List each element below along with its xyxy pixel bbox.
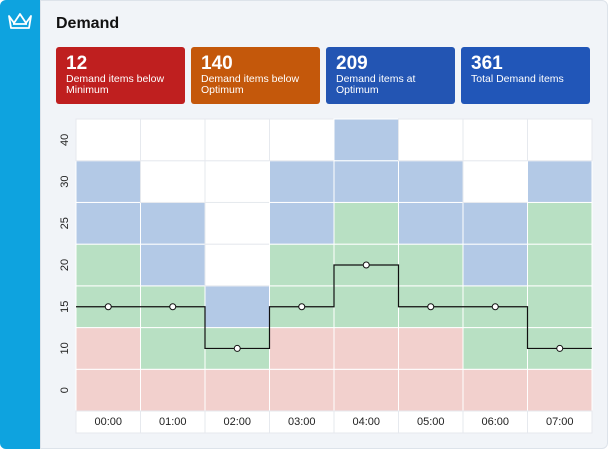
point	[427, 303, 435, 311]
zone-cell	[75, 243, 141, 287]
zone-cell	[398, 201, 464, 245]
logo[interactable]	[0, 0, 40, 40]
zone-cell	[75, 327, 141, 370]
zone-cell	[333, 368, 399, 412]
card-label: Demand items at Optimum	[336, 73, 416, 96]
zone-cell	[333, 201, 399, 245]
zone-cell	[269, 243, 335, 287]
x-tick-label: 04:00	[352, 416, 380, 428]
zone-cell	[140, 327, 206, 370]
x-label-cell	[527, 410, 593, 434]
point	[104, 303, 112, 311]
summary-card[interactable]: 209 Demand items at Optimum	[326, 47, 455, 104]
zone-cell	[398, 368, 464, 412]
point	[298, 303, 306, 311]
x-tick-label: 05:00	[417, 416, 445, 428]
zone-cell	[527, 201, 593, 245]
y-tick-label: 40	[59, 134, 71, 146]
card-value: 209	[336, 53, 368, 74]
zone-cell	[140, 118, 206, 162]
x-tick-label: 02:00	[223, 416, 251, 428]
point	[556, 344, 564, 352]
zone-cell	[75, 368, 141, 412]
y-tick-label: 15	[59, 301, 71, 313]
zone-cell	[333, 118, 399, 162]
zone-cell	[398, 160, 464, 203]
zone-cell	[527, 118, 593, 162]
zone-cell	[462, 160, 528, 203]
summary-card[interactable]: 12 Demand items below Minimum	[56, 47, 185, 104]
zone-cell	[269, 201, 335, 245]
zone-cell	[333, 285, 399, 329]
zone-cell	[398, 118, 464, 162]
zone-cell	[527, 285, 593, 329]
zone-cell	[269, 118, 335, 162]
x-tick-label: 07:00	[546, 416, 574, 428]
zone-cell	[204, 118, 270, 162]
x-tick-label: 06:00	[481, 416, 509, 428]
point	[362, 261, 370, 269]
zone-cell	[75, 160, 141, 203]
zone-cell	[75, 118, 141, 162]
card-value: 12	[66, 53, 88, 74]
zone-cell	[140, 160, 206, 203]
zone-cell	[140, 243, 206, 287]
zone-cell	[269, 160, 335, 203]
zone-cell	[140, 201, 206, 245]
zone-cell	[462, 118, 528, 162]
page-title: Demand	[56, 15, 120, 32]
zone-cell	[204, 160, 270, 203]
zone-cell	[527, 160, 593, 203]
zone-cell	[75, 201, 141, 245]
card-value: 140	[201, 53, 233, 74]
point	[233, 344, 241, 352]
zone-cell	[269, 327, 335, 370]
zone-cell	[204, 243, 270, 287]
card-label: Demand items below Minimum	[66, 73, 165, 96]
zone-cell	[204, 285, 270, 329]
y-tick-label: 0	[59, 387, 71, 393]
y-tick-label: 30	[59, 175, 71, 187]
y-tick-label: 10	[59, 342, 71, 354]
x-tick-label: 01:00	[159, 416, 187, 428]
zone-cell	[527, 243, 593, 287]
card-label: Total Demand items	[471, 73, 564, 85]
zone-cell	[462, 327, 528, 370]
summary-card[interactable]: 361 Total Demand items	[461, 47, 590, 104]
zone-cell	[527, 368, 593, 412]
sidebar	[0, 0, 40, 449]
step-line	[76, 264, 592, 350]
zone-cell	[398, 327, 464, 370]
zone-cell	[462, 201, 528, 245]
zone-cell	[204, 368, 270, 412]
card-label: Demand items below Optimum	[201, 73, 300, 96]
zone-cell	[269, 368, 335, 412]
zone-cell	[462, 368, 528, 412]
zone-cell	[398, 243, 464, 287]
summary-card[interactable]: 140 Demand items below Optimum	[191, 47, 320, 104]
x-tick-label: 03:00	[288, 416, 316, 428]
zone-cell	[333, 160, 399, 203]
card-value: 361	[471, 53, 503, 74]
zone-cell	[462, 243, 528, 287]
y-tick-label: 20	[59, 259, 71, 271]
zone-cell	[204, 201, 270, 245]
x-tick-label: 00:00	[94, 416, 122, 428]
zone-cell	[333, 327, 399, 370]
y-tick-label: 25	[59, 217, 71, 229]
zone-cell	[140, 368, 206, 412]
point	[491, 303, 499, 311]
point	[169, 303, 177, 311]
